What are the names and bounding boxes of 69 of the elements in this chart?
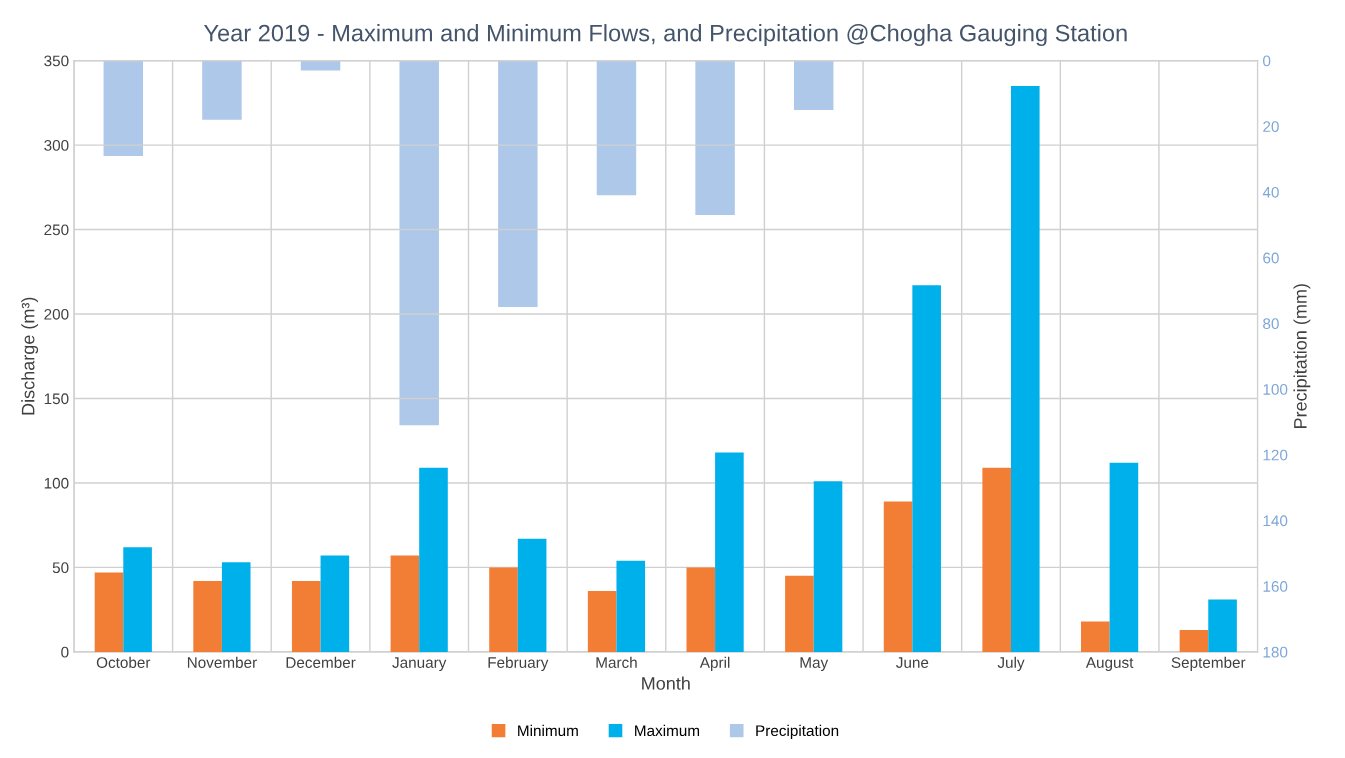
x-tick-label: May bbox=[800, 657, 829, 671]
bar bbox=[785, 575, 814, 652]
y2-tick-label: 140 bbox=[1263, 515, 1288, 527]
bar bbox=[596, 60, 637, 196]
bar bbox=[123, 547, 152, 652]
y2-tick-label: 40 bbox=[1262, 186, 1279, 198]
bar bbox=[221, 562, 251, 652]
y-tick-label: 50 bbox=[52, 562, 69, 574]
bar bbox=[1010, 85, 1040, 652]
y-tick-label: 100 bbox=[44, 477, 69, 489]
bar bbox=[912, 285, 941, 652]
bar bbox=[419, 467, 448, 652]
y-tick-label: 150 bbox=[44, 393, 69, 405]
bar bbox=[498, 60, 538, 307]
bar bbox=[982, 467, 1011, 652]
x-tick-label: February bbox=[488, 656, 549, 671]
bar bbox=[94, 572, 124, 652]
bar bbox=[489, 567, 518, 652]
x-tick-label: April bbox=[699, 656, 730, 671]
y-tick-label: 250 bbox=[44, 224, 69, 236]
x-axis-title: Month bbox=[642, 676, 690, 690]
bar bbox=[1109, 462, 1139, 652]
bar bbox=[686, 567, 716, 652]
bar bbox=[695, 60, 735, 216]
bar bbox=[193, 580, 222, 652]
x-tick-label: December bbox=[286, 656, 356, 668]
bar bbox=[202, 60, 242, 120]
y2-tick-label: 80 bbox=[1263, 318, 1279, 330]
y2-tick-label: 60 bbox=[1263, 252, 1279, 264]
y-tick-label: 350 bbox=[44, 55, 69, 67]
x-tick-label: June bbox=[896, 657, 929, 668]
bar bbox=[103, 60, 144, 156]
bar bbox=[1179, 629, 1209, 652]
bar bbox=[517, 538, 547, 652]
bar bbox=[715, 452, 744, 652]
legend-label: Precipitation bbox=[756, 724, 839, 740]
x-tick-label: January bbox=[392, 657, 447, 671]
bar bbox=[616, 560, 646, 652]
bar bbox=[883, 501, 913, 652]
legend-label: Maximum bbox=[635, 724, 700, 737]
x-tick-label: March bbox=[596, 656, 637, 668]
bar bbox=[794, 60, 834, 110]
legend-label: Minimum bbox=[518, 724, 578, 737]
y-tick-label: 200 bbox=[44, 308, 69, 320]
x-tick-label: August bbox=[1085, 657, 1134, 671]
y-axis-title: Discharge (m³) bbox=[21, 297, 39, 415]
bar bbox=[300, 60, 341, 71]
x-tick-label: September bbox=[1171, 656, 1246, 671]
bar bbox=[399, 60, 439, 426]
bar bbox=[390, 555, 420, 652]
bar bbox=[291, 580, 321, 652]
bar bbox=[587, 591, 617, 652]
bar bbox=[1208, 599, 1237, 652]
y-tick-label: 0 bbox=[61, 646, 69, 658]
y2-tick-label: 180 bbox=[1263, 646, 1288, 658]
y2-tick-label: 20 bbox=[1263, 121, 1279, 133]
y2-tick-label: 160 bbox=[1263, 581, 1288, 592]
chart-title: Year 2019 - Maximum and Minimum Flows, and Precipitation @Chogha Gauging Station bbox=[203, 24, 1127, 47]
x-tick-label: November bbox=[187, 656, 257, 668]
bar bbox=[1081, 621, 1110, 652]
y2-tick-label: 0 bbox=[1263, 55, 1271, 67]
y2-axis-title: Precipitation (mm) bbox=[1293, 284, 1311, 429]
y2-tick-label: 120 bbox=[1263, 449, 1288, 461]
bar bbox=[813, 481, 843, 652]
y2-tick-label: 100 bbox=[1263, 383, 1288, 395]
x-tick-label: October bbox=[96, 656, 151, 668]
x-tick-label: July bbox=[997, 656, 1025, 671]
bar bbox=[320, 555, 350, 652]
y-tick-label: 300 bbox=[44, 139, 69, 151]
